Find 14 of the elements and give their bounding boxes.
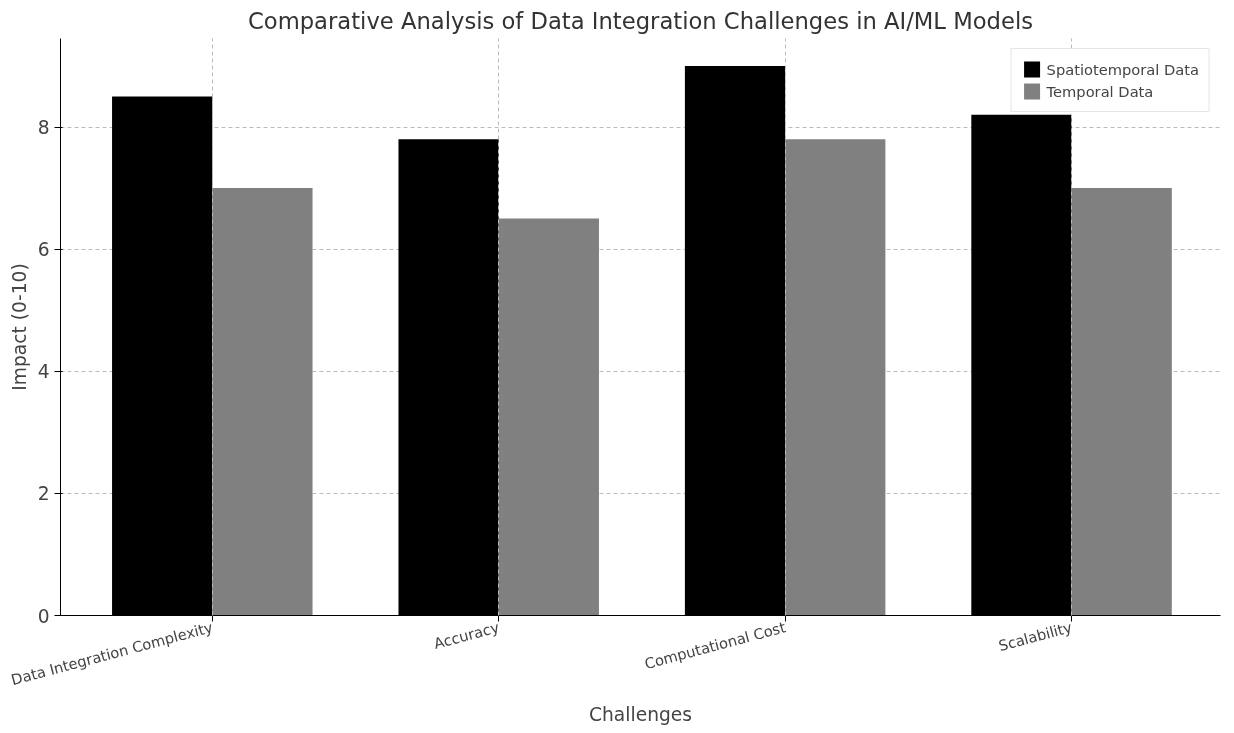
y-tick-label: 2 <box>37 483 50 505</box>
y-tick-label: 4 <box>37 361 50 383</box>
legend-label: Temporal Data <box>1046 82 1154 100</box>
bar <box>785 139 886 616</box>
bar <box>498 218 599 616</box>
bar <box>212 188 313 616</box>
legend-label: Spatiotemporal Data <box>1046 60 1199 78</box>
x-axis-title: Challenges <box>589 704 692 726</box>
y-tick-label: 8 <box>37 117 50 139</box>
y-axis-title: Impact (0-10) <box>8 263 30 391</box>
y-tick-label: 6 <box>37 239 50 261</box>
y-tick-label: 0 <box>37 605 50 627</box>
chart-title: Comparative Analysis of Data Integration Challenges in AI/ML Models <box>247 7 1034 34</box>
bar <box>1071 188 1172 616</box>
